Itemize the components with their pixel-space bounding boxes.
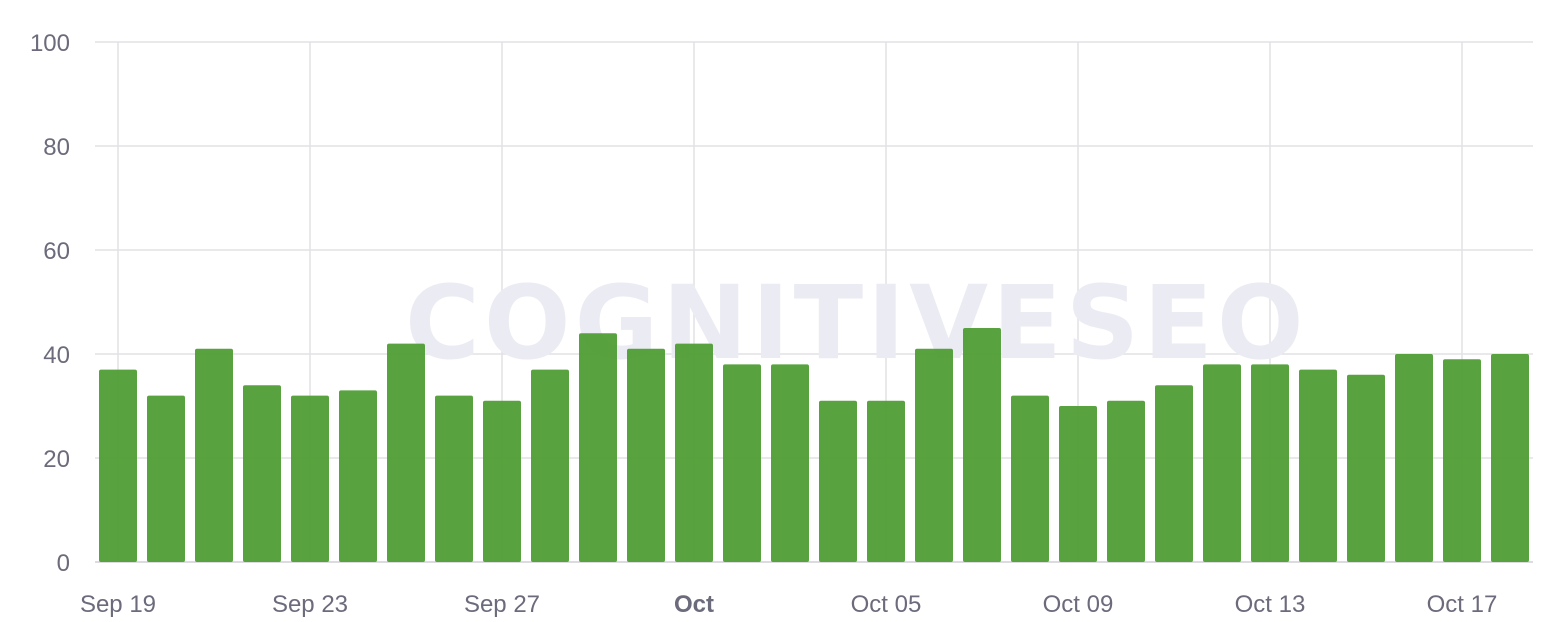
bar[interactable]: Sep 30: 41 — [627, 348, 665, 562]
y-tick-label: 80 — [43, 134, 70, 161]
bar[interactable]: Sep 26: 32 — [435, 395, 473, 562]
bar[interactable]: Oct 12: 38 — [1203, 364, 1241, 562]
bar[interactable]: Oct 09: 30 — [1059, 406, 1097, 562]
bars: Sep 19: 37 Sep 20: 32 Sep 21: 41 Sep 22: 34… — [99, 328, 1529, 562]
y-tick-label: 20 — [43, 446, 70, 473]
bar[interactable]: Oct 17: 39 — [1443, 359, 1481, 562]
bar[interactable]: Sep 27: 31 — [483, 400, 521, 562]
bar[interactable]: Sep 22: 34 — [243, 385, 281, 562]
x-tick-label: Oct — [674, 591, 714, 618]
x-tick-label: Oct 05 — [851, 591, 922, 618]
y-tick-label: 100 — [30, 30, 70, 57]
y-axis-labels: 0 20 40 60 80 100 — [30, 30, 70, 577]
x-axis-labels: Sep 19 Sep 23 Sep 27 Oct Oct 05 Oct 09 Oct 13 O… — [80, 591, 1497, 618]
bar[interactable]: Sep 29: 44 — [579, 333, 617, 562]
bar[interactable]: Oct 02: 38 — [723, 364, 761, 562]
bar[interactable]: Oct 03: 38 — [771, 364, 809, 562]
bar[interactable]: Oct 05: 31 — [867, 400, 905, 562]
bar[interactable]: Sep 20: 32 — [147, 395, 185, 562]
bar[interactable]: Oct 06: 41 — [915, 348, 953, 562]
bar[interactable]: Oct 14: 37 — [1299, 369, 1337, 562]
bar[interactable]: Oct 11: 34 — [1155, 385, 1193, 562]
y-tick-label: 60 — [43, 238, 70, 265]
bar[interactable]: Oct 16: 40 — [1395, 354, 1433, 562]
y-tick-label: 40 — [43, 342, 70, 369]
bar[interactable]: Oct 10: 31 — [1107, 400, 1145, 562]
bar[interactable]: Sep 25: 42 — [387, 343, 425, 562]
x-tick-label: Oct 17 — [1427, 591, 1498, 618]
x-tick-label: Oct 13 — [1235, 591, 1306, 618]
watermark-logo: COGNITIVESEO — [405, 264, 1308, 383]
x-tick-label: Oct 09 — [1043, 591, 1114, 618]
x-tick-label: Sep 19 — [80, 591, 156, 618]
y-tick-label: 0 — [57, 550, 70, 577]
bar[interactable]: Sep 24: 33 — [339, 390, 377, 562]
bar[interactable]: Sep 23: 32 — [291, 395, 329, 562]
bar[interactable]: Oct 15: 36 — [1347, 374, 1385, 562]
x-tick-label: Sep 27 — [464, 591, 540, 618]
bar[interactable]: Oct 18: 40 — [1491, 354, 1529, 562]
bar[interactable]: Oct 08: 32 — [1011, 395, 1049, 562]
bar[interactable]: Oct 04: 31 — [819, 400, 857, 562]
bar[interactable]: Sep 21: 41 — [195, 348, 233, 562]
watermark-bold-text: SEO — [1066, 264, 1308, 383]
bar[interactable]: Oct 01: 42 — [675, 343, 713, 562]
bar[interactable]: Oct 13: 38 — [1251, 364, 1289, 562]
bar[interactable]: Sep 28: 37 — [531, 369, 569, 562]
bar[interactable]: Oct 07: 45 — [963, 328, 1001, 562]
bar[interactable]: Sep 19: 37 — [99, 369, 137, 562]
x-tick-label: Sep 23 — [272, 591, 348, 618]
